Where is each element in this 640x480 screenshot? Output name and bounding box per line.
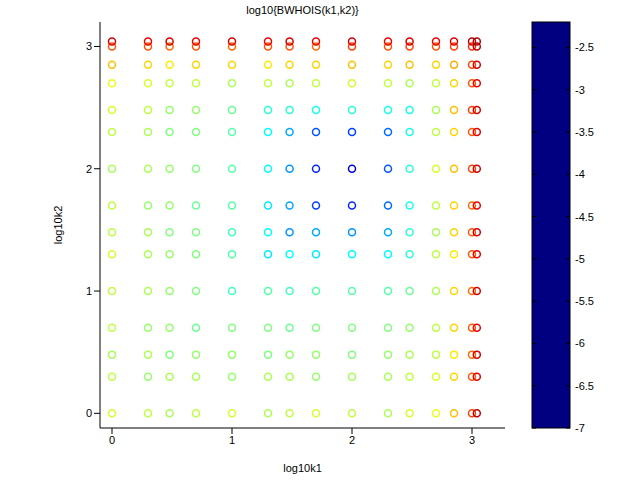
svg-text:0: 0 — [86, 407, 92, 419]
svg-text:3: 3 — [469, 434, 475, 446]
svg-text:1: 1 — [86, 285, 92, 297]
svg-text:-3: -3 — [575, 84, 585, 96]
svg-text:0: 0 — [109, 434, 115, 446]
svg-text:-4: -4 — [575, 168, 585, 180]
svg-text:-7: -7 — [575, 422, 585, 434]
svg-text:3: 3 — [86, 40, 92, 52]
svg-text:-5.5: -5.5 — [575, 295, 594, 307]
svg-text:-4.5: -4.5 — [575, 211, 594, 223]
svg-text:-6: -6 — [575, 337, 585, 349]
svg-text:-3.5: -3.5 — [575, 126, 594, 138]
svg-text:2: 2 — [349, 434, 355, 446]
svg-text:-2.5: -2.5 — [575, 41, 594, 53]
html-text:log10{BWHOIS(k1,k2)}: log10{BWHOIS(k1,k2)} — [246, 4, 359, 16]
svg-text:log10k1: log10k1 — [283, 462, 322, 474]
svg-text:2: 2 — [86, 163, 92, 175]
svg-text:log10k2: log10k2 — [52, 206, 64, 245]
svg-text:-6.5: -6.5 — [575, 380, 594, 392]
svg-text:1: 1 — [229, 434, 235, 446]
svg-text:-5: -5 — [575, 253, 585, 265]
